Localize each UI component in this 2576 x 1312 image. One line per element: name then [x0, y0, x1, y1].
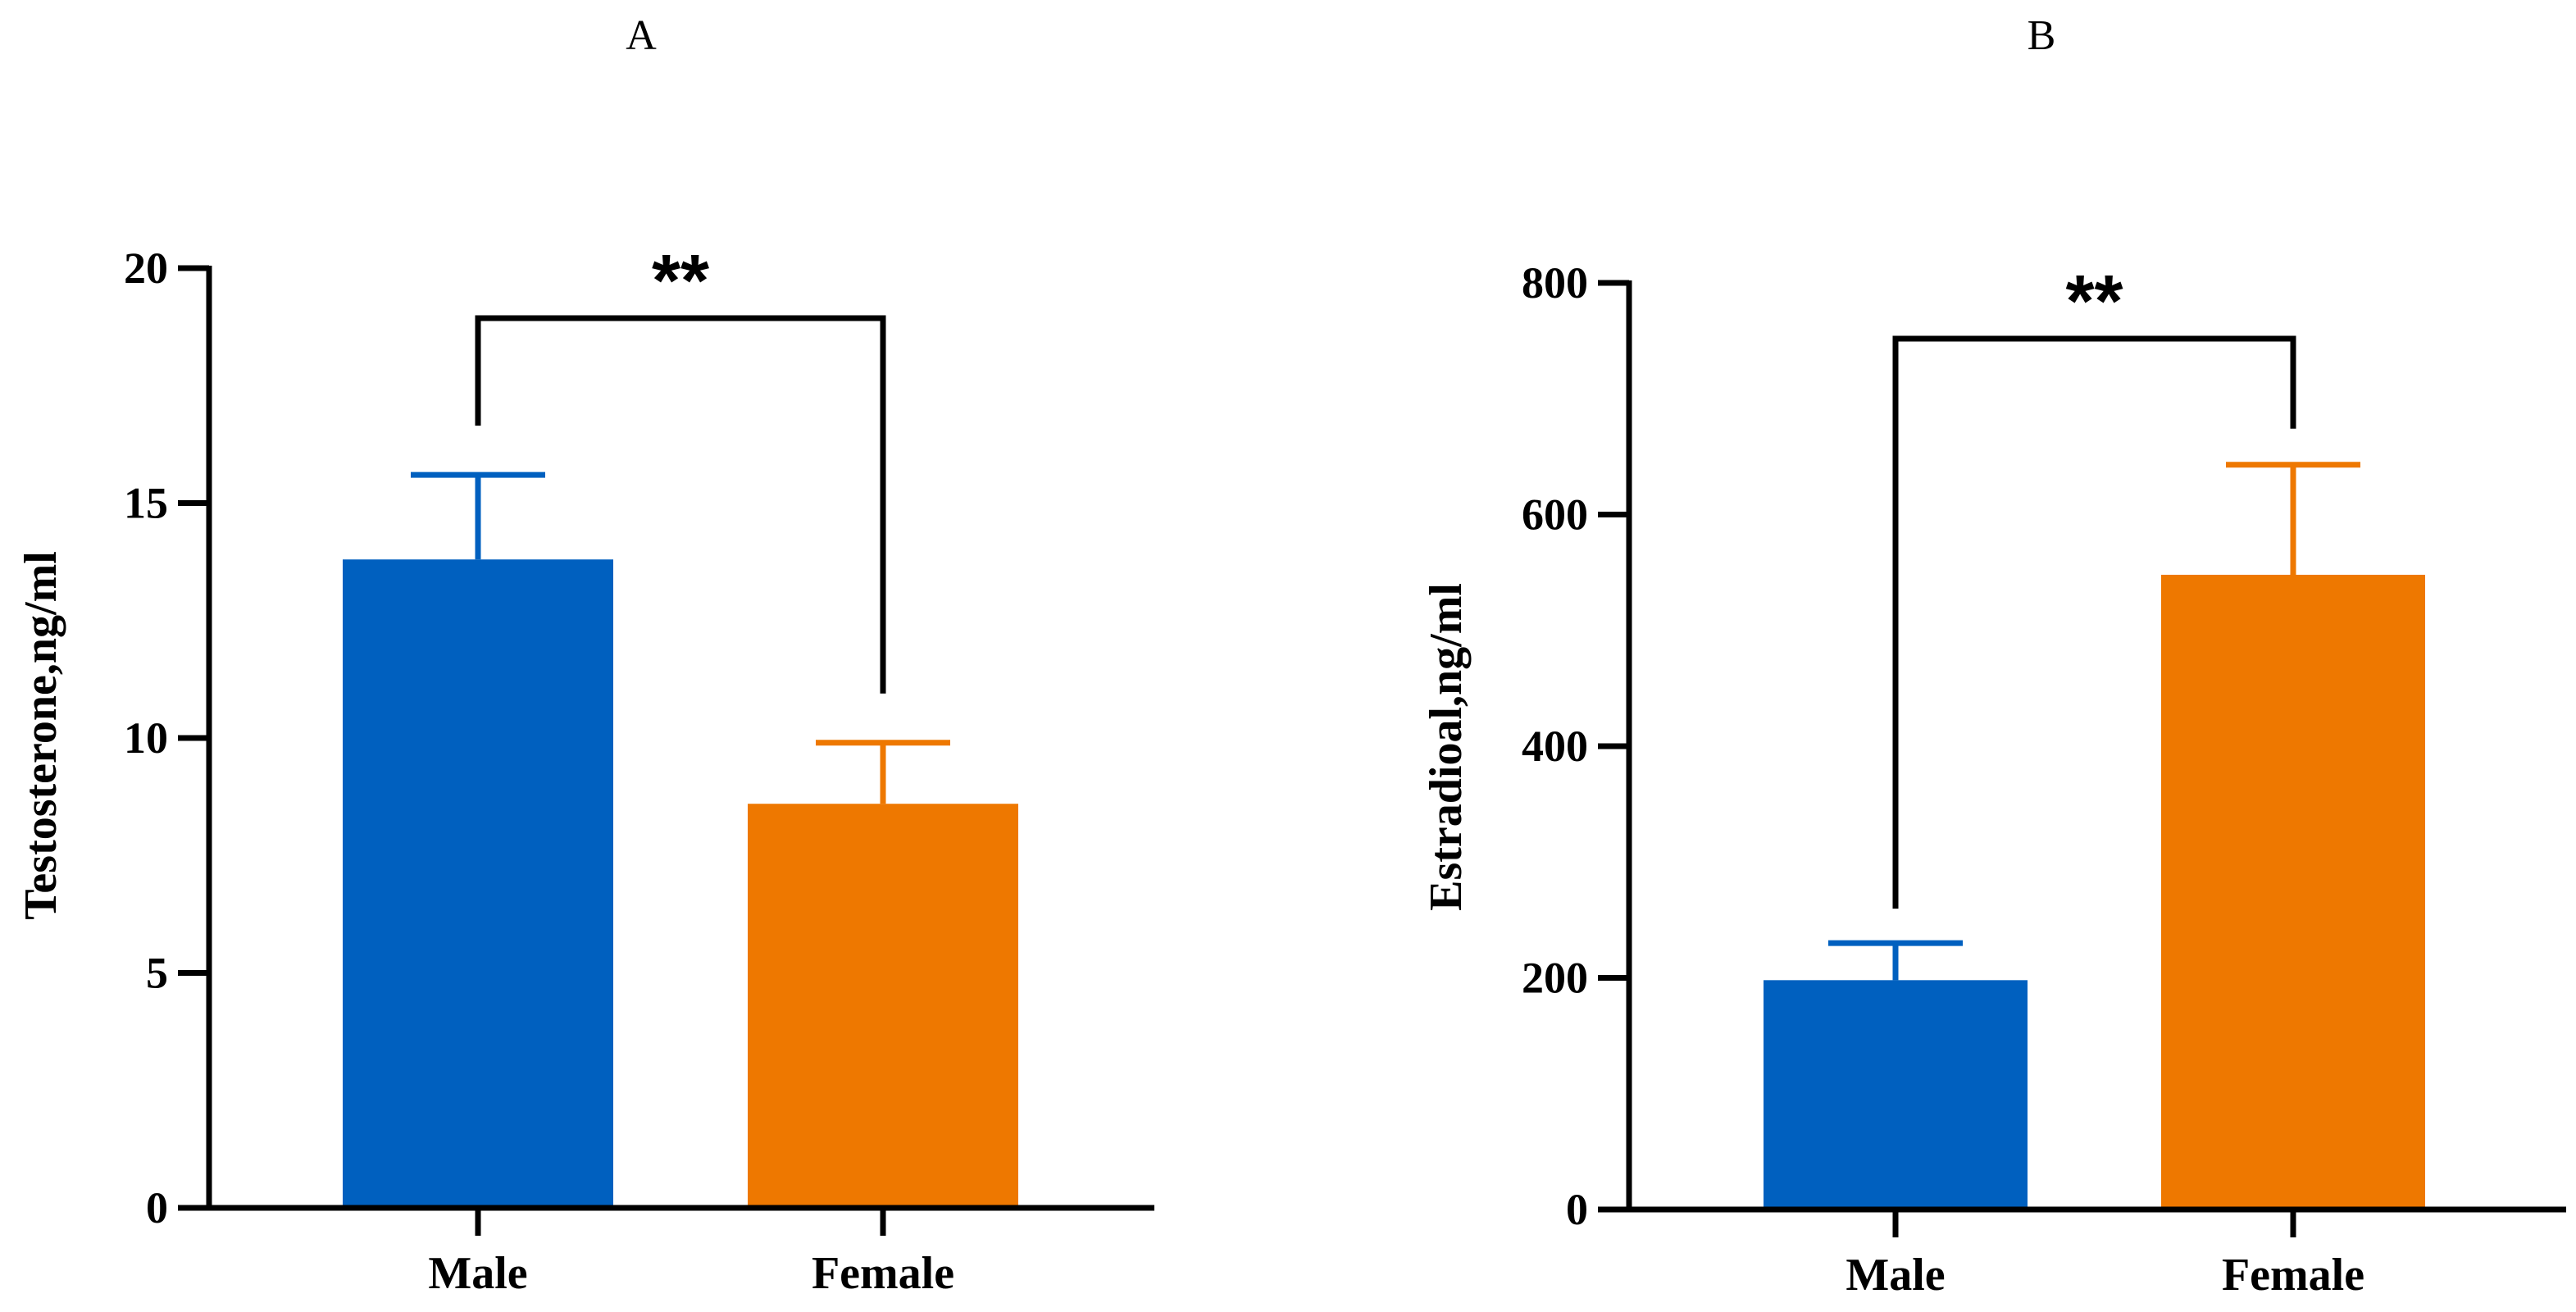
panel-a-y-axis-title: Testosterone,ng/ml: [16, 551, 66, 920]
panel-a: A Testosterone,ng/ml 0 5 10 15 20 Male Female *…: [16, 12, 1154, 1299]
panel-b-y-tick-label: 200: [1522, 954, 1588, 1003]
panel-a-y-tick-label: 0: [146, 1183, 168, 1232]
panel-a-x-label-female: Female: [812, 1248, 954, 1299]
panel-b-bar-female: [2161, 574, 2425, 1210]
panel-a-significance-bracket: [475, 315, 886, 694]
panel-b-significance-label: **: [2065, 261, 2123, 343]
panel-a-y-tick-label: 5: [146, 949, 168, 998]
panel-b-y-tick-label: 800: [1522, 258, 1588, 308]
panel-b-y-tick-label: 0: [1566, 1185, 1588, 1234]
panel-b-y-axis-title: Estradioal,ng/ml: [1421, 583, 1472, 911]
panel-b-x-label-male: Male: [1846, 1250, 1945, 1301]
panel-a-y-tick-label: 10: [124, 713, 168, 763]
panel-b-x-label-female: Female: [2222, 1250, 2364, 1301]
panel-a-y-tick-label: 15: [124, 479, 168, 528]
panel-b-significance-bracket: [1892, 335, 2296, 909]
panel-b-bar-male: [1764, 980, 2028, 1210]
panel-b-y-tick-label: 400: [1522, 722, 1588, 771]
panel-a-bar-male: [343, 559, 613, 1208]
panel-a-label: A: [626, 12, 657, 59]
panel-a-y-tick-label: 20: [124, 244, 168, 293]
panel-a-x-label-male: Male: [428, 1248, 527, 1299]
panel-b: B Estradioal,ng/ml 0 200 400 600 800 Male Fema…: [1421, 12, 2566, 1301]
panel-a-bar-female: [748, 804, 1018, 1208]
panel-a-significance-label: **: [652, 240, 709, 322]
panel-b-y-tick-label: 600: [1522, 490, 1588, 540]
panel-b-label: B: [2028, 12, 2056, 59]
